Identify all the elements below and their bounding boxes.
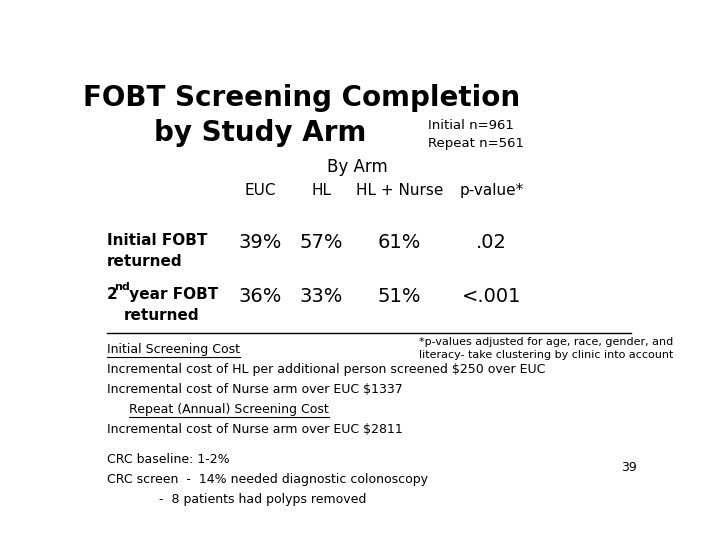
Text: 39: 39 [621, 461, 637, 474]
Text: 36%: 36% [238, 287, 282, 306]
Text: Initial FOBT
returned: Initial FOBT returned [107, 233, 207, 269]
Text: *p-values adjusted for age, race, gender, and
literacy- take clustering by clini: *p-values adjusted for age, race, gender… [419, 337, 674, 360]
Text: HL: HL [312, 183, 332, 198]
Text: HL + Nurse: HL + Nurse [356, 183, 444, 198]
Text: .02: .02 [477, 233, 507, 252]
Text: Repeat (Annual) Screening Cost: Repeat (Annual) Screening Cost [129, 403, 329, 416]
Text: Incremental cost of Nurse arm over EUC $2811: Incremental cost of Nurse arm over EUC $… [107, 423, 402, 436]
Text: 57%: 57% [300, 233, 343, 252]
Text: <.001: <.001 [462, 287, 521, 306]
Text: by Study Arm: by Study Arm [154, 119, 366, 147]
Text: By Arm: By Arm [328, 158, 388, 177]
Text: p-value*: p-value* [459, 183, 524, 198]
Text: Incremental cost of Nurse arm over EUC $1337: Incremental cost of Nurse arm over EUC $… [107, 383, 402, 396]
Text: CRC baseline: 1-2%: CRC baseline: 1-2% [107, 453, 230, 466]
Text: EUC: EUC [245, 183, 276, 198]
Text: Incremental cost of HL per additional person screened $250 over EUC: Incremental cost of HL per additional pe… [107, 363, 545, 376]
Text: 2: 2 [107, 287, 117, 302]
Text: 61%: 61% [378, 233, 421, 252]
Text: 39%: 39% [238, 233, 282, 252]
Text: -  8 patients had polyps removed: - 8 patients had polyps removed [107, 493, 366, 506]
Text: nd: nd [114, 282, 130, 292]
Text: CRC screen  -  14% needed diagnostic colonoscopy: CRC screen - 14% needed diagnostic colon… [107, 473, 428, 486]
Text: year FOBT
returned: year FOBT returned [124, 287, 218, 323]
Text: Initial n=961
Repeat n=561: Initial n=961 Repeat n=561 [428, 119, 523, 150]
Text: FOBT Screening Completion: FOBT Screening Completion [84, 84, 521, 112]
Text: Initial Screening Cost: Initial Screening Cost [107, 343, 240, 356]
Text: 33%: 33% [300, 287, 343, 306]
Text: 51%: 51% [378, 287, 421, 306]
